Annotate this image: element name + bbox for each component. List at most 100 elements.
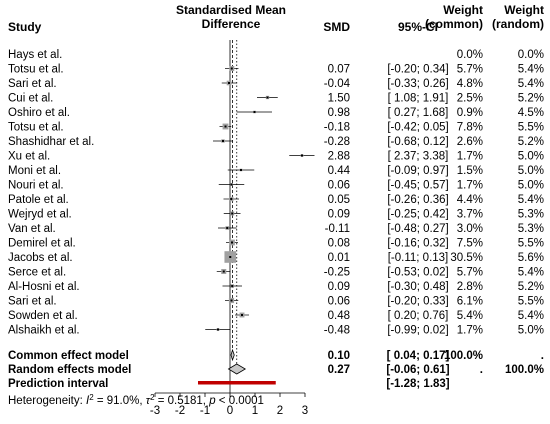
summary-smd: 0.27 (328, 364, 350, 376)
study-row: Sari et al. -0.04 [-0.33; 0.26] 4.8% 5.4% (8, 78, 544, 90)
study-smd: 0.09 (328, 281, 350, 293)
summary-weight-common: . (480, 364, 483, 376)
study-weight-random: 5.4% (518, 310, 544, 322)
summary-ci: [ 0.04; 0.17] (387, 350, 450, 362)
point-estimate (253, 111, 256, 113)
study-weight-random: 5.5% (518, 238, 544, 250)
study-ci: [-0.68; 0.12] (387, 136, 448, 148)
het-tau-value: = 0.5181, (155, 395, 210, 407)
study-weight-common: 2.6% (457, 136, 483, 148)
axis-tick-label: -3 (150, 405, 160, 417)
point-estimate (230, 198, 233, 200)
study-row: Van et al. -0.11 [-0.48; 0.27] 3.0% 5.3% (8, 223, 544, 235)
het-p-symbol: p (208, 395, 216, 407)
study-row: Alshaikh et al. -0.48 [-0.99; 0.02] 1.7% 5.0… (8, 325, 544, 337)
point-estimate (222, 270, 225, 273)
study-weight-common: 6.1% (457, 296, 483, 308)
study-ci: [-0.42; 0.05] (387, 122, 448, 134)
study-weight-random: 5.4% (518, 267, 544, 279)
study-weight-random: 5.4% (518, 78, 544, 90)
study-weight-random: 5.0% (518, 180, 544, 192)
x-axis: -3 -2 -1 0 1 2 3 (150, 392, 308, 417)
study-weight-common: 1.5% (457, 165, 483, 177)
study-row: Patole et al. 0.05 [-0.26; 0.36] 4.4% 5.4% (8, 194, 544, 206)
study-name: Van et al. (8, 223, 56, 235)
het-i2-value: = 91.0%, (94, 395, 146, 407)
study-weight-common: 3.7% (457, 209, 483, 221)
study-weight-common: 1.7% (457, 325, 483, 337)
study-name: Shashidhar et al. (8, 136, 94, 148)
study-row: Totsu et al. 0.07 [-0.20; 0.34] 5.7% 5.4% (8, 64, 544, 76)
summary-rows: Common effect model 0.10[ 0.04; 0.17]100.… (8, 348, 544, 390)
study-weight-common: 4.4% (457, 194, 483, 206)
summary-weight-random: . (541, 350, 544, 362)
study-ci: [ 2.37; 3.38] (388, 151, 449, 163)
study-row: Demirel et al. 0.08 [-0.16; 0.32] 7.5% 5.5% (8, 238, 544, 250)
study-smd: -0.48 (324, 325, 350, 337)
study-name: Alshaikh et al. (8, 325, 80, 337)
study-name: Nouri et al. (8, 180, 64, 192)
column-headers: Study Standardised Mean Difference SMD 9… (8, 3, 544, 34)
axis-tick-label: 2 (277, 405, 283, 417)
axis-tick-label: -2 (175, 405, 185, 417)
point-estimate (266, 96, 269, 99)
prediction-interval-bar (198, 381, 276, 385)
study-smd: 0.48 (328, 310, 350, 322)
axis-tick-label: 1 (252, 405, 258, 417)
het-i2-exp: 2 (89, 393, 94, 402)
point-estimate (230, 67, 233, 70)
study-weight-random: 5.6% (518, 252, 544, 264)
point-estimate (222, 140, 224, 142)
study-smd: -0.25 (324, 267, 350, 279)
study-weight-common: 4.8% (457, 78, 483, 90)
study-ci: [-0.45; 0.57] (387, 180, 448, 192)
study-ci: [-0.09; 0.97] (387, 165, 448, 177)
prediction-ci: [-1.28; 1.83] (386, 378, 449, 390)
study-name: Demirel et al. (8, 238, 76, 250)
study-ci: [-0.33; 0.26] (387, 78, 448, 90)
study-name: Hays et al. (8, 49, 62, 61)
study-smd: 0.08 (328, 238, 350, 250)
study-weight-common: 30.5% (450, 252, 483, 264)
study-weight-random: 5.5% (518, 296, 544, 308)
het-tau-symbol: τ (146, 395, 151, 407)
header-weight-common-line2: (common) (425, 17, 483, 31)
study-row: Wejryd et al. 0.09 [-0.25; 0.42] 3.7% 5.3% (8, 209, 544, 221)
header-ci: 95%-CI (398, 20, 438, 34)
study-rows: Hays et al. 0.0% 0.0% Totsu et al. 0.07 [-0.2… (8, 49, 544, 337)
study-ci: [-0.99; 0.02] (387, 325, 448, 337)
point-estimate (230, 183, 233, 186)
study-weight-random: 5.0% (518, 151, 544, 163)
study-weight-common: 5.7% (457, 267, 483, 279)
point-estimate (241, 314, 243, 316)
summary-weight-common: 100.0% (444, 350, 483, 362)
study-row: Sowden et al. 0.48 [ 0.20; 0.76] 5.4% 5.4% (8, 310, 544, 322)
heterogeneity-text: Heterogeneity: I2 = 91.0%, τ2 = 0.5181, … (8, 393, 264, 407)
study-ci: [-0.48; 0.27] (387, 223, 448, 235)
study-smd: -0.18 (324, 122, 350, 134)
point-estimate (231, 241, 233, 244)
study-weight-common: 2.5% (457, 93, 483, 105)
study-smd: 0.44 (328, 165, 351, 177)
study-weight-common: 5.7% (457, 64, 483, 76)
axis-tick-label: 0 (227, 405, 233, 417)
study-row: Oshiro et al. 0.98 [ 0.27; 1.68] 0.9% 4.5% (8, 107, 544, 119)
study-smd: 2.88 (328, 151, 350, 163)
study-weight-common: 0.0% (457, 49, 483, 61)
study-name: Sowden et al. (8, 310, 78, 322)
study-weight-common: 5.4% (457, 310, 483, 322)
prediction-label: Prediction interval (8, 378, 108, 390)
summary-diamond (227, 363, 247, 375)
study-name: Al-Hosni et al. (8, 281, 80, 293)
het-prefix: Heterogeneity: (8, 395, 86, 407)
point-estimate (230, 299, 233, 302)
study-weight-random: 5.5% (518, 122, 544, 134)
study-ci: [-0.20; 0.33] (387, 296, 448, 308)
study-row: Sari et al. 0.06 [-0.20; 0.33] 6.1% 5.5% (8, 296, 544, 308)
summary-diamond (230, 348, 235, 362)
random-effects-row: Random effects model 0.27 [-0.06; 0.61]. 10… (8, 363, 544, 376)
study-ci: [-0.11; 0.13] (388, 252, 449, 264)
axis-tick-label: -1 (200, 405, 210, 417)
study-name: Patole et al. (8, 194, 69, 206)
